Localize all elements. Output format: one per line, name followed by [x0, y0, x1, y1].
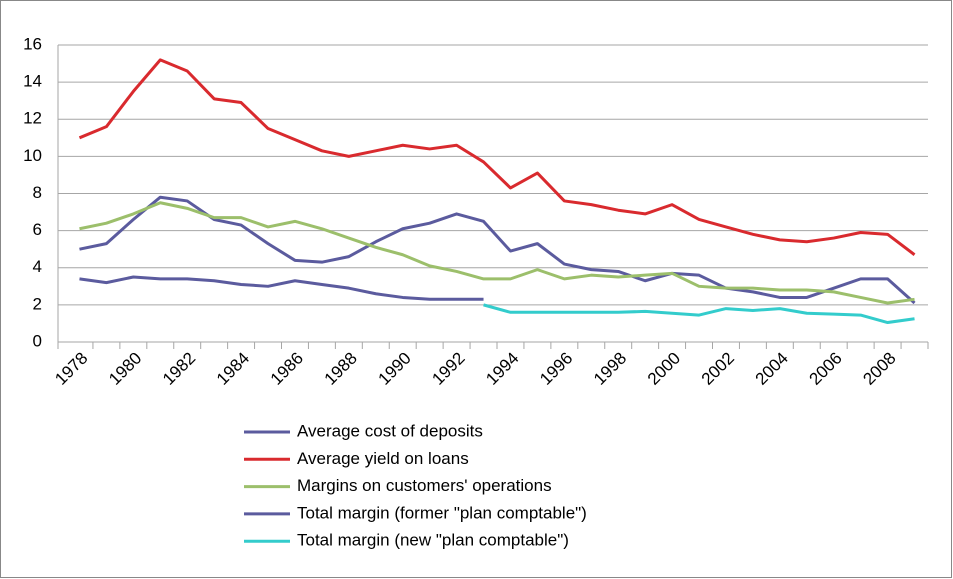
legend-label: Total margin (former "plan comptable") — [297, 503, 587, 522]
legend-label: Average cost of deposits — [297, 421, 483, 440]
series-line — [79, 201, 915, 305]
legend-label: Total margin (new "plan comptable") — [297, 531, 569, 550]
y-tick-label: 6 — [33, 220, 42, 239]
series-line — [483, 303, 915, 325]
y-tick-label: 14 — [23, 72, 42, 91]
legend-label: Average yield on loans — [297, 449, 469, 468]
y-tick-label: 12 — [23, 109, 42, 128]
y-tick-label: 16 — [23, 34, 42, 53]
series-line — [79, 195, 916, 305]
series-line — [78, 58, 916, 256]
y-tick-label: 4 — [33, 257, 42, 276]
y-tick-label: 2 — [33, 294, 42, 313]
legend-label: Margins on customers' operations — [297, 476, 552, 495]
y-tick-label: 0 — [33, 331, 42, 350]
y-tick-label: 10 — [23, 146, 42, 165]
y-tick-label: 8 — [33, 183, 42, 202]
series-line — [79, 275, 484, 301]
